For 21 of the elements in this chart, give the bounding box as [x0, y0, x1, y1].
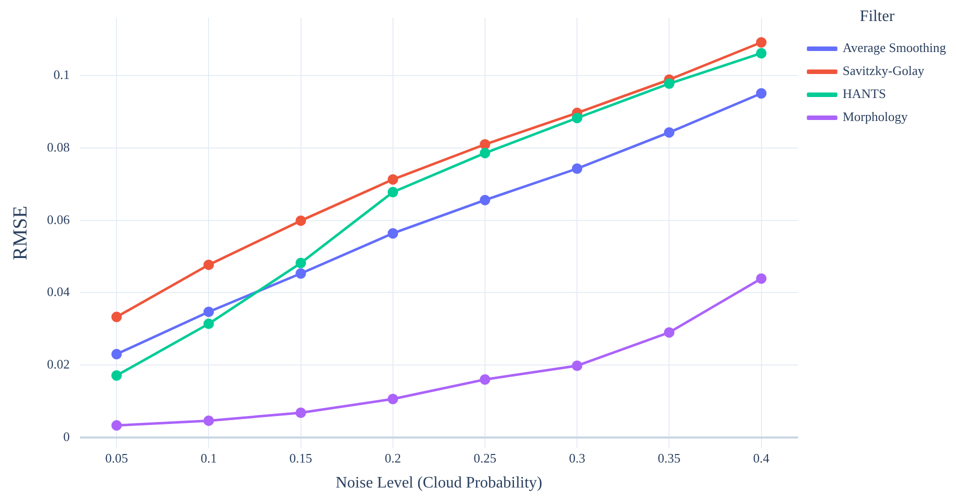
legend-label: Morphology	[842, 109, 908, 124]
x-tick-label: 0.2	[384, 450, 402, 466]
y-tick-label: 0	[63, 428, 70, 444]
x-tick-label: 0.3	[568, 450, 586, 466]
y-axis-title: RMSE	[9, 206, 32, 260]
y-tick-label: 0.1	[54, 67, 70, 82]
x-tick-label: 0.25	[474, 450, 496, 466]
y-tick-label: 0.08	[47, 139, 70, 154]
legend-label: HANTS	[842, 86, 886, 102]
legend-label: Average Smoothing	[842, 40, 946, 56]
x-axis-title: Noise Level (Cloud Probability)	[336, 474, 542, 492]
y-tick-label: 0.02	[47, 356, 70, 372]
x-tick-label: 0.15	[289, 450, 312, 466]
x-tick-label: 0.1	[200, 450, 217, 466]
x-tick-label: 0.4	[753, 450, 770, 466]
legend-label: Savitzky-Golay	[842, 63, 925, 78]
y-tick-label: 0.06	[47, 212, 70, 227]
legend-title: Filter	[860, 8, 896, 26]
x-tick-label: 0.35	[658, 450, 681, 466]
y-tick-label: 0.04	[47, 284, 70, 300]
x-tick-label: 0.05	[105, 450, 128, 466]
